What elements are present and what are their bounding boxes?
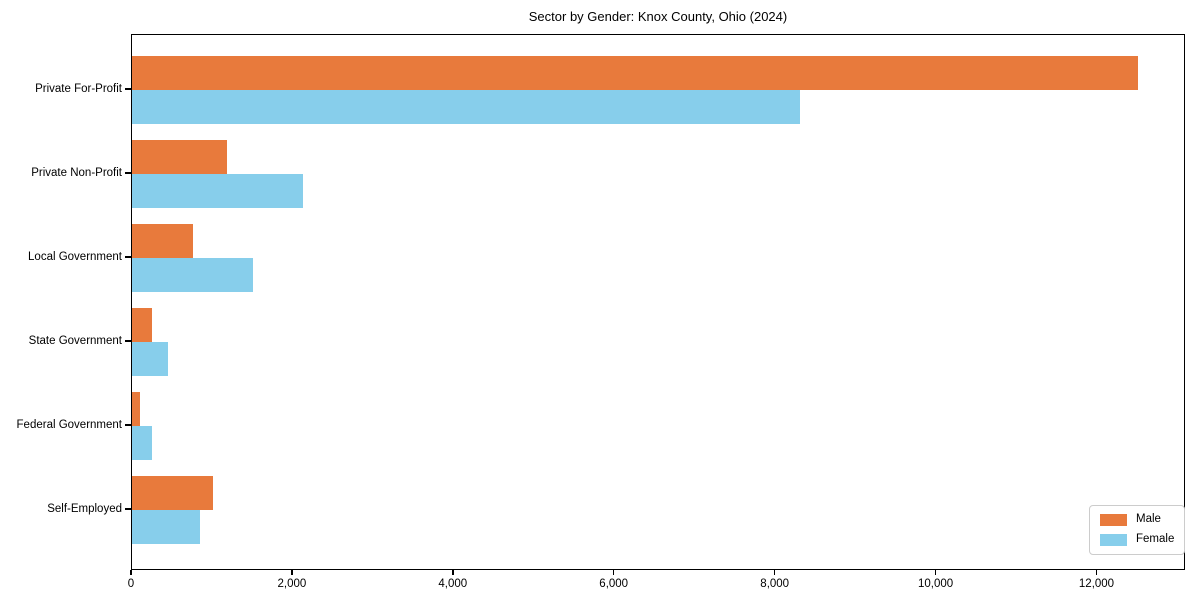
legend-item-female: Female xyxy=(1100,534,1174,546)
x-tick-mark xyxy=(1095,570,1098,575)
legend-label-male: Male xyxy=(1136,513,1161,526)
y-tick-label-federal-government: Federal Government xyxy=(16,419,122,431)
x-tick-mark xyxy=(291,570,293,575)
bar-female-local-government xyxy=(132,258,253,292)
legend-item-male: Male xyxy=(1100,514,1174,526)
y-tick-mark xyxy=(125,88,131,90)
x-tick-mark xyxy=(452,570,454,575)
y-tick-label-private-for-profit: Private For-Profit xyxy=(35,83,122,95)
legend-label-female: Female xyxy=(1136,533,1175,546)
y-tick-mark xyxy=(125,340,131,342)
plot-area xyxy=(131,34,1185,570)
y-tick-mark xyxy=(125,424,131,426)
y-tick-label-private-non-profit: Private Non-Profit xyxy=(31,167,122,179)
legend-swatch-male xyxy=(1100,514,1127,526)
y-tick-mark xyxy=(125,508,131,510)
x-tick-label-4-000: 4,000 xyxy=(438,578,468,590)
x-tick-mark xyxy=(773,570,776,575)
bar-male-self-employed xyxy=(132,476,213,510)
x-tick-mark xyxy=(612,570,615,575)
bar-male-private-for-profit xyxy=(132,56,1138,90)
x-tick-mark xyxy=(130,570,132,575)
y-tick-label-self-employed: Self-Employed xyxy=(47,503,122,515)
x-tick-label-0: 0 xyxy=(127,578,135,590)
bar-female-private-non-profit xyxy=(132,174,304,208)
x-tick-mark xyxy=(934,570,937,575)
legend-swatch-female xyxy=(1100,534,1127,546)
bar-female-federal-government xyxy=(132,426,153,460)
y-tick-label-state-government: State Government xyxy=(28,335,122,347)
bar-female-self-employed xyxy=(132,510,201,544)
bar-male-federal-government xyxy=(132,392,140,426)
bar-male-private-non-profit xyxy=(132,140,227,174)
y-tick-label-local-government: Local Government xyxy=(28,251,122,263)
bar-male-local-government xyxy=(132,224,194,258)
x-tick-label-6-000: 6,000 xyxy=(599,578,629,590)
bar-female-state-government xyxy=(132,342,169,376)
x-tick-label-12-000: 12,000 xyxy=(1078,578,1115,590)
x-tick-label-10-000: 10,000 xyxy=(918,578,954,590)
bar-female-private-for-profit xyxy=(132,90,800,124)
x-tick-label-8-000: 8,000 xyxy=(760,578,790,590)
bar-male-state-government xyxy=(132,308,153,342)
legend: Male Female xyxy=(1089,505,1186,555)
y-tick-mark xyxy=(125,256,131,258)
x-tick-label-2-000: 2,000 xyxy=(277,578,307,590)
y-tick-mark xyxy=(125,172,131,174)
chart-title: Sector by Gender: Knox County, Ohio (202… xyxy=(528,9,788,24)
